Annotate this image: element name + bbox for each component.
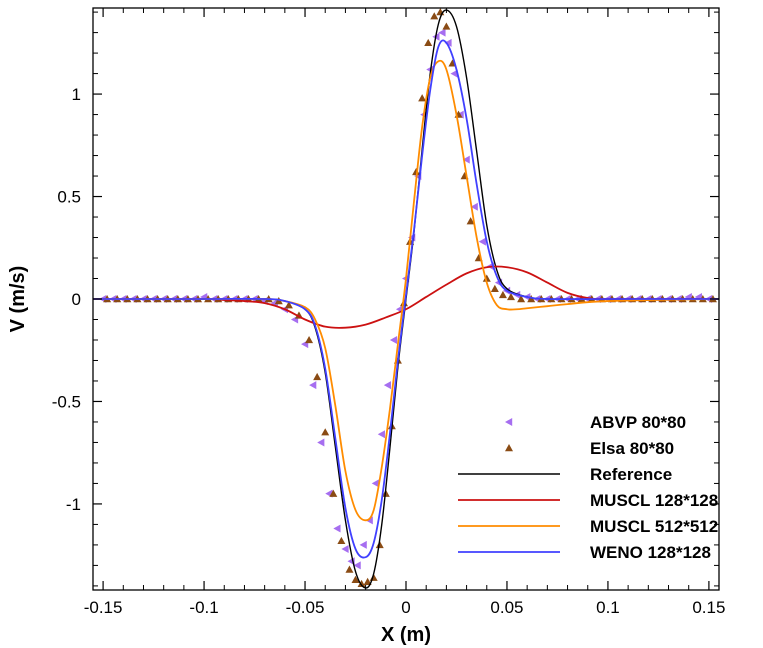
x-tick-label: 0.15 xyxy=(692,598,725,617)
scatter-point xyxy=(442,22,451,30)
scatter-point xyxy=(383,381,392,390)
legend-item: Reference xyxy=(458,465,672,484)
scatter-point xyxy=(284,301,293,309)
series-layer xyxy=(93,8,719,589)
scatter-point xyxy=(321,428,330,436)
scatter-point xyxy=(351,575,360,583)
series-line-weno-128-128 xyxy=(93,39,719,559)
scatter-point xyxy=(490,284,499,292)
scatter-point xyxy=(450,69,458,78)
scatter-point xyxy=(371,479,379,488)
scatter-point xyxy=(353,561,361,570)
x-tick-label: -0.15 xyxy=(84,598,123,617)
y-tick-label: -1 xyxy=(66,495,81,514)
x-tick-label: 0 xyxy=(401,598,410,617)
scatter-point xyxy=(317,438,325,447)
series-line-muscl-512-512 xyxy=(93,59,719,522)
scatter-point xyxy=(470,202,478,211)
scatter-point xyxy=(305,335,314,344)
legend-label: ABVP 80*80 xyxy=(590,413,686,432)
scatter-point xyxy=(418,94,427,102)
scatter-point xyxy=(478,237,486,246)
y-tick-label: 0.5 xyxy=(57,188,81,207)
scatter-point xyxy=(377,430,385,439)
scatter-point xyxy=(270,299,278,308)
x-axis-title: X (m) xyxy=(381,624,431,646)
legend-label: Reference xyxy=(590,465,672,484)
scatter-point xyxy=(359,540,367,549)
scatter-point xyxy=(345,565,354,573)
y-tick-label: 0 xyxy=(72,290,81,309)
scatter-point xyxy=(424,38,433,47)
legend-item: MUSCL 128*128 xyxy=(458,491,718,510)
scatter-point xyxy=(389,335,398,344)
scatter-point xyxy=(412,167,421,176)
scatter-point xyxy=(337,536,346,545)
scatter-point xyxy=(375,540,384,549)
legend-item: ABVP 80*80 xyxy=(505,413,686,432)
legend-item: MUSCL 512*512 xyxy=(458,517,718,536)
series-line-muscl-128-128 xyxy=(93,265,719,329)
ticks-layer: -0.15 -0.1 -0.05 0 0.05 0.1 0.15 -1 -0.5 0 0.5 1 xyxy=(52,8,725,617)
scatter-point xyxy=(333,524,341,533)
scatter-point xyxy=(466,217,475,225)
x-tick-label: -0.05 xyxy=(286,598,325,617)
scatter-point xyxy=(430,12,439,20)
scatter-point xyxy=(363,577,372,586)
legend-label: Elsa 80*80 xyxy=(590,439,674,458)
scatter-point xyxy=(309,381,317,390)
legend-item: WENO 128*128 xyxy=(458,543,711,562)
scatter-point xyxy=(438,28,446,37)
scatter-point xyxy=(462,155,470,164)
scatter-point xyxy=(444,38,452,47)
scatter-point xyxy=(313,372,322,381)
legend-item: Elsa 80*80 xyxy=(505,439,674,458)
legend-marker xyxy=(505,444,513,452)
scatter-point xyxy=(482,274,491,282)
legend: ABVP 80*80 Elsa 80*80 Reference MUSCL 128*1… xyxy=(458,413,718,562)
scatter-point xyxy=(517,295,526,303)
x-tick-label: 0.05 xyxy=(490,598,523,617)
y-tick-label: 1 xyxy=(72,85,81,104)
legend-label: MUSCL 512*512 xyxy=(590,517,718,536)
scatter-point xyxy=(341,545,349,554)
x-tick-label: 0.1 xyxy=(596,598,620,617)
scatter-point xyxy=(329,489,338,497)
legend-label: MUSCL 128*128 xyxy=(590,491,718,510)
scatter-point xyxy=(357,579,366,588)
plot-area: -0.15 -0.1 -0.05 0 0.05 0.1 0.15 -1 -0.5 0 0.5 1 xyxy=(52,7,725,617)
x-tick-label: -0.1 xyxy=(189,598,218,617)
y-axis-title: V (m/s) xyxy=(7,266,29,333)
scatter-point xyxy=(507,292,516,301)
y-tick-label: -0.5 xyxy=(52,392,81,411)
legend-label: WENO 128*128 xyxy=(590,543,711,562)
scatter-point xyxy=(498,290,507,299)
legend-marker xyxy=(505,418,513,426)
